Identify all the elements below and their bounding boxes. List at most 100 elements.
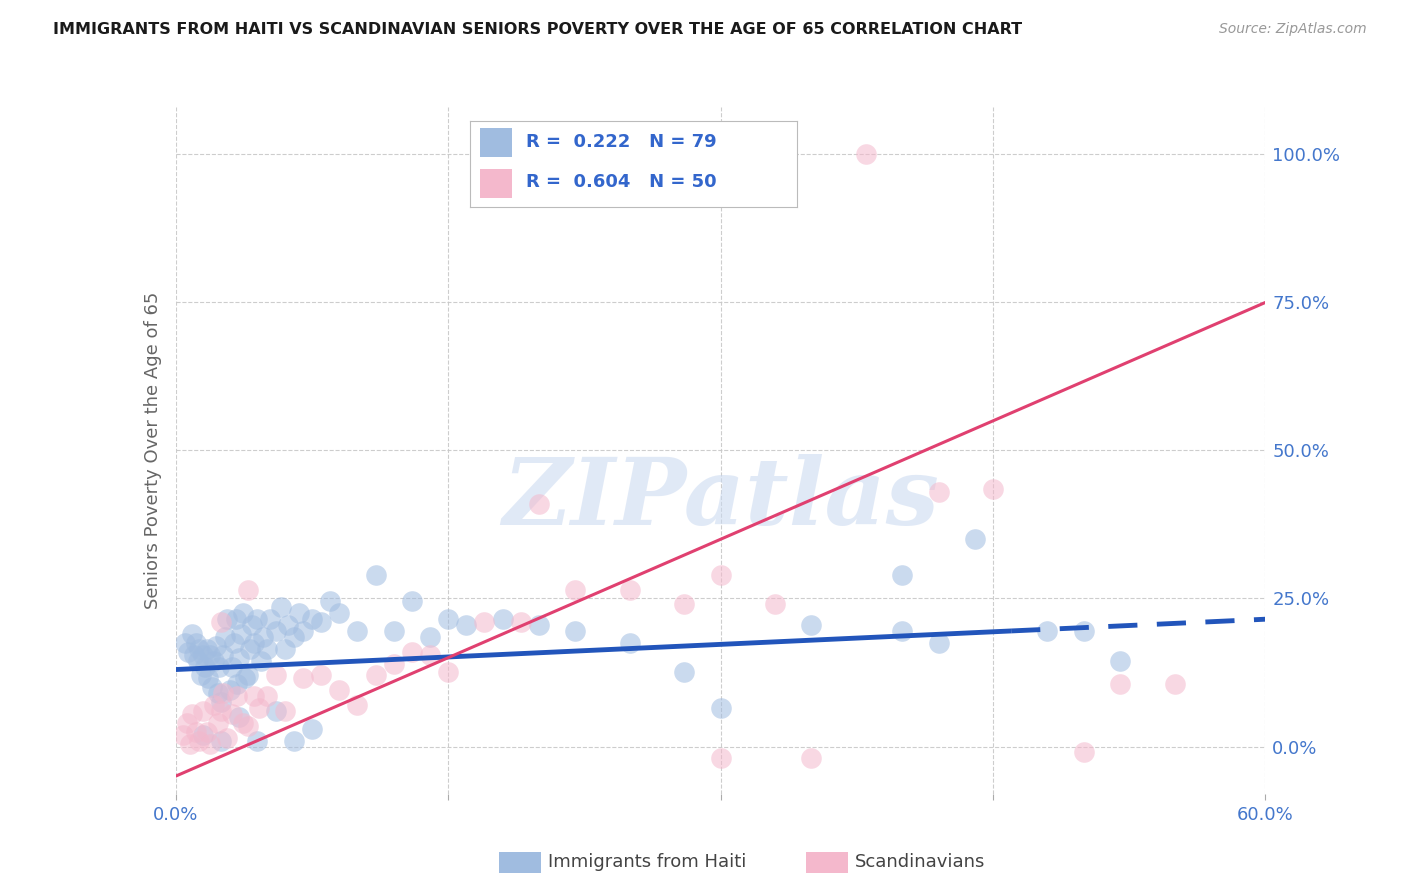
Point [228, 650, 250, 665]
Point [208, 659, 231, 673]
Point [197, 672, 219, 686]
Point [291, 624, 314, 638]
Point [195, 641, 218, 656]
Point [364, 567, 387, 582]
Text: R =  0.222   N = 79: R = 0.222 N = 79 [526, 133, 716, 151]
Point [710, 567, 733, 582]
Point [247, 701, 270, 715]
Point [456, 618, 478, 632]
Point [221, 659, 243, 673]
Point [207, 715, 229, 730]
Point [256, 641, 278, 656]
Point [527, 618, 550, 632]
Point [319, 594, 342, 608]
Point [256, 689, 278, 703]
Bar [479, 169, 512, 198]
Point [191, 704, 214, 718]
Point [240, 618, 263, 632]
Point [184, 724, 207, 739]
Point [183, 648, 205, 662]
Point [492, 612, 515, 626]
Point [1036, 624, 1059, 638]
Point [437, 665, 460, 680]
Point [474, 615, 496, 630]
Point [301, 612, 323, 626]
Point [209, 615, 232, 630]
Point [231, 627, 253, 641]
Point [246, 733, 269, 747]
Point [382, 624, 405, 638]
Point [264, 668, 287, 682]
Point [209, 704, 232, 718]
Point [619, 582, 641, 597]
Point [1109, 654, 1132, 668]
Point [207, 686, 229, 700]
Point [238, 668, 260, 682]
Point [382, 657, 405, 671]
Point [191, 648, 214, 662]
Point [221, 706, 243, 721]
Point [619, 636, 641, 650]
Bar [479, 128, 512, 157]
Point [215, 731, 238, 745]
Text: ZIPatlas: ZIPatlas [502, 453, 939, 543]
Point [246, 612, 269, 626]
Point [195, 724, 218, 739]
Point [190, 668, 212, 682]
Point [209, 733, 232, 747]
Point [981, 482, 1004, 496]
Point [1073, 624, 1095, 638]
Point [181, 706, 204, 721]
Point [928, 484, 950, 499]
Point [301, 722, 323, 736]
Point [710, 701, 733, 715]
Point [800, 751, 823, 765]
Point [250, 654, 273, 668]
Point [401, 594, 423, 608]
Point [188, 641, 211, 656]
Point [188, 733, 211, 747]
Point [215, 612, 238, 626]
Point [200, 737, 222, 751]
Point [283, 733, 305, 747]
Point [673, 598, 696, 612]
Point [437, 612, 460, 626]
Point [212, 686, 235, 700]
Point [186, 654, 209, 668]
Point [226, 689, 249, 703]
Point [509, 615, 531, 630]
Point [212, 648, 235, 662]
Point [710, 751, 733, 765]
Point [202, 698, 225, 712]
Text: Scandinavians: Scandinavians [855, 853, 986, 871]
Point [219, 683, 242, 698]
Point [274, 641, 297, 656]
Point [176, 715, 198, 730]
Point [172, 728, 194, 742]
Point [239, 641, 262, 656]
Point [270, 600, 292, 615]
Point [233, 672, 256, 686]
Point [309, 668, 332, 682]
Point [191, 728, 214, 742]
Point [328, 607, 350, 621]
Point [177, 645, 200, 659]
Point [222, 636, 245, 650]
Point [209, 695, 232, 709]
Text: Immigrants from Haiti: Immigrants from Haiti [548, 853, 747, 871]
Text: IMMIGRANTS FROM HAITI VS SCANDINAVIAN SENIORS POVERTY OVER THE AGE OF 65 CORRELA: IMMIGRANTS FROM HAITI VS SCANDINAVIAN SE… [53, 22, 1022, 37]
Point [243, 689, 266, 703]
Point [564, 582, 586, 597]
Point [1163, 677, 1185, 691]
Point [891, 624, 914, 638]
Point [364, 668, 387, 682]
Point [855, 147, 877, 161]
Point [259, 612, 281, 626]
Point [181, 627, 204, 641]
Point [201, 681, 224, 695]
Point [264, 624, 287, 638]
Point [264, 704, 287, 718]
Point [1109, 677, 1132, 691]
Point [346, 698, 368, 712]
Point [283, 630, 305, 644]
